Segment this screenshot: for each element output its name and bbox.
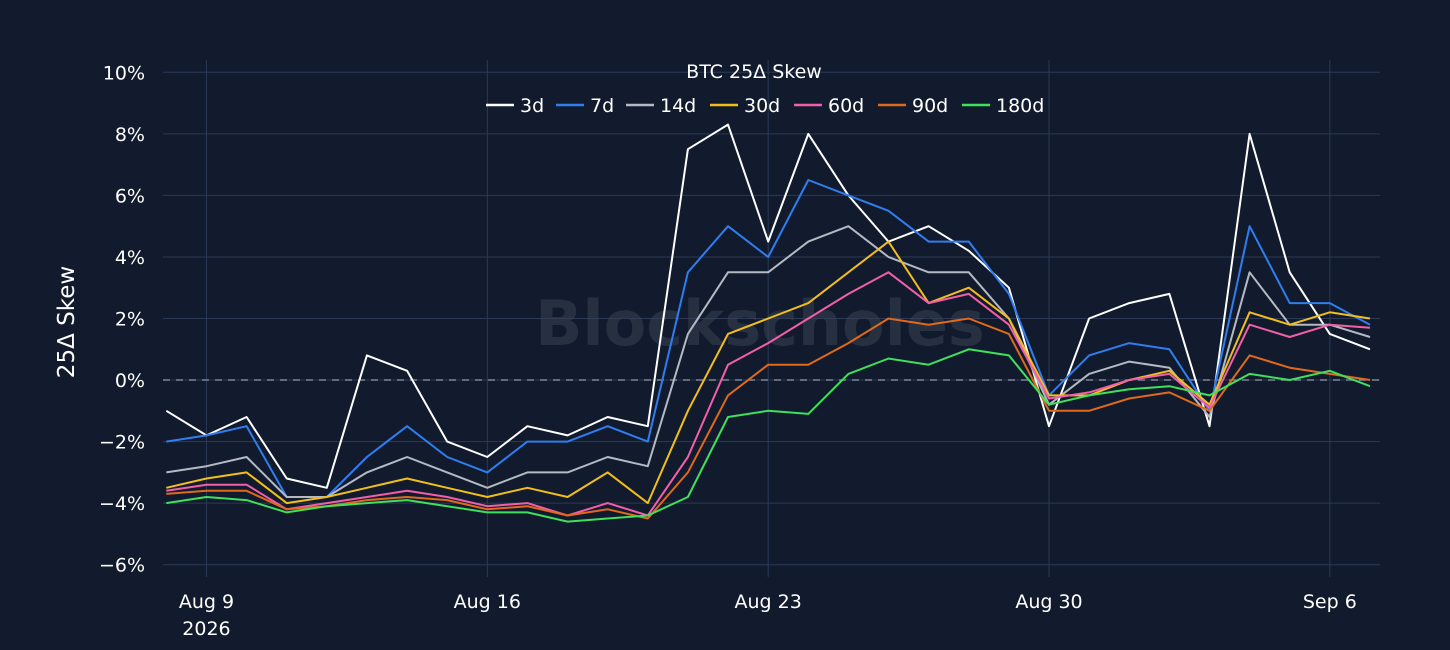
series-line-14d: [166, 225, 1371, 498]
series-line-30d: [166, 240, 1371, 505]
y-axis-ticks: −6% −4% −2% 0% 2% 4% 6% 8% 10%: [99, 62, 145, 576]
y-tick-label: 0%: [115, 370, 145, 392]
series-line-3d: [165, 123, 1371, 489]
y-tick-label: 4%: [115, 247, 145, 269]
legend-label-3d: 3d: [520, 95, 544, 117]
chart-title: BTC 25Δ Skew: [686, 61, 822, 83]
series-line-180d: [166, 348, 1371, 523]
y-tick-label: −6%: [99, 555, 145, 577]
y-tick-label: 6%: [115, 185, 145, 207]
x-tick-label: Aug 16: [454, 591, 521, 613]
legend-label-180d: 180d: [996, 95, 1044, 117]
y-tick-label: 2%: [115, 309, 145, 331]
y-axis-title: 25Δ Skew: [54, 266, 80, 378]
legend-label-14d: 14d: [660, 95, 696, 117]
x-tick-label: Aug 30: [1015, 591, 1082, 613]
x-tick-label: Sep 6: [1303, 591, 1357, 613]
x-axis-ticks: Aug 9 Aug 16 Aug 23 Aug 30 Sep 6 2026: [179, 591, 1357, 640]
legend: 3d 7d 14d 30d 60d 90d 180d: [486, 95, 1044, 117]
series-line-90d: [166, 317, 1371, 520]
legend-label-7d: 7d: [590, 95, 614, 117]
series-line-7d: [166, 179, 1371, 498]
legend-label-90d: 90d: [912, 95, 948, 117]
y-tick-label: −2%: [99, 432, 145, 454]
series-layer: [165, 123, 1371, 523]
y-tick-label: 10%: [103, 62, 145, 84]
x-tick-year-label: 2026: [182, 618, 230, 640]
x-tick-label: Aug 9: [179, 591, 234, 613]
series-line-60d: [166, 271, 1371, 517]
legend-label-30d: 30d: [744, 95, 780, 117]
y-tick-label: −4%: [99, 493, 145, 515]
gridlines: [163, 60, 1380, 577]
x-tick-label: Aug 23: [734, 591, 801, 613]
legend-label-60d: 60d: [828, 95, 864, 117]
y-tick-label: 8%: [115, 124, 145, 146]
